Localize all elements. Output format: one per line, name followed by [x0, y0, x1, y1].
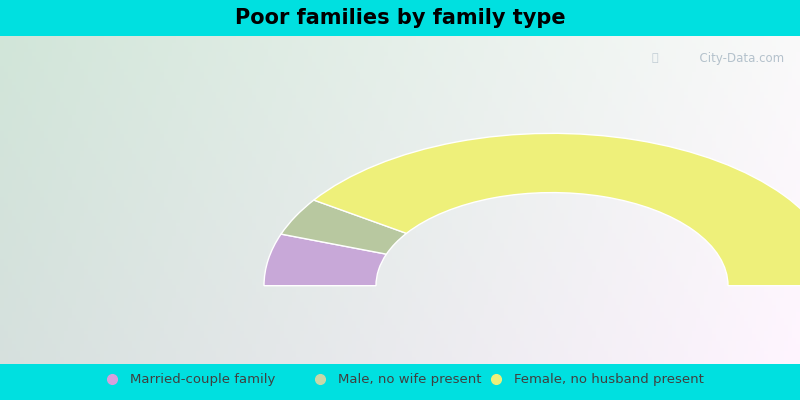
- Text: Ⓚ: Ⓚ: [652, 53, 658, 63]
- Text: Male, no wife present: Male, no wife present: [338, 373, 481, 386]
- Wedge shape: [314, 133, 800, 286]
- Wedge shape: [281, 200, 406, 254]
- Text: Married-couple family: Married-couple family: [130, 373, 275, 386]
- Text: City-Data.com: City-Data.com: [692, 52, 784, 66]
- Wedge shape: [264, 234, 386, 286]
- Text: Female, no husband present: Female, no husband present: [514, 373, 703, 386]
- Text: Poor families by family type: Poor families by family type: [234, 8, 566, 28]
